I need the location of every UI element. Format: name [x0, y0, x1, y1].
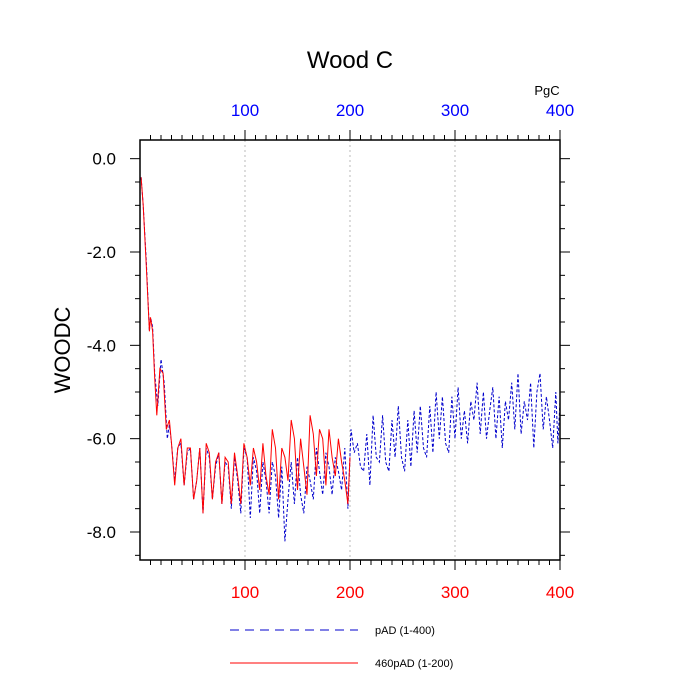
x-top-tick-label-200: 200	[336, 101, 364, 120]
x-top-tick-label-100: 100	[231, 101, 259, 120]
y-axis-label: WOODC	[50, 307, 75, 394]
x-bottom-tick-label-200: 200	[336, 583, 364, 602]
y-tick-label-3: -6.0	[87, 430, 116, 449]
chart-title: Wood C	[307, 47, 393, 74]
x-bottom-tick-label-300: 300	[441, 583, 469, 602]
legend-label-460pad: 460pAD (1-200)	[375, 658, 453, 670]
x-bottom-tick-label-400: 400	[546, 583, 574, 602]
series-line-1	[140, 177, 351, 514]
x-top-tick-label-300: 300	[441, 101, 469, 120]
legend: pAD (1-400) 460pAD (1-200)	[230, 625, 453, 670]
y-tick-label-0: 0.0	[92, 150, 116, 169]
grid-lines	[244, 140, 456, 560]
y-tick-label-2: -4.0	[87, 336, 116, 355]
series-lines	[140, 177, 561, 542]
x-top-tick-label-400: 400	[546, 101, 574, 120]
x-unit-label: PgC	[534, 83, 559, 98]
y-tick-label-1: -2.0	[87, 243, 116, 262]
y-tick-label-4: -8.0	[87, 523, 116, 542]
x-bottom-tick-label-100: 100	[231, 583, 259, 602]
legend-label-pad: pAD (1-400)	[375, 625, 435, 637]
axis-ticks	[130, 130, 570, 570]
tick-labels: 100 100 200 200 300 300 400 400 0.0 -2.0 -4.0 -6.0 -…	[87, 101, 574, 602]
